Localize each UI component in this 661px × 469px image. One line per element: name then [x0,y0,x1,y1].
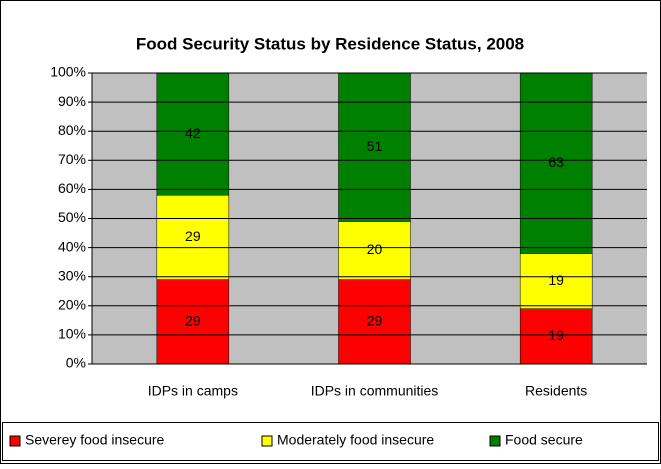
y-tick-label: 50% [58,209,86,225]
bars [156,73,593,364]
y-tick-label: 90% [58,93,86,109]
y-tick-label: 100% [50,64,86,80]
y-tick-label: 80% [58,122,86,138]
x-tick-label: Residents [525,383,587,399]
bar-segment [156,279,230,364]
legend-swatch [9,435,21,447]
data-label: 29 [185,228,201,244]
bar-segment [156,73,230,196]
y-tick-label: 70% [58,151,86,167]
chart-title: Food Security Status by Residence Status… [136,34,524,53]
data-label: 29 [367,313,383,329]
data-label: 51 [367,138,383,154]
legend-label: Severey food insecure [25,432,165,448]
data-label: 42 [185,125,201,141]
data-label: 19 [548,327,564,343]
legend [2,422,659,461]
legend-swatch [489,435,501,447]
y-tick-label: 60% [58,180,86,196]
y-tick-label: 10% [58,326,86,342]
legend-swatch [261,435,273,447]
x-tick-label: IDPs in communities [311,383,439,399]
y-tick-label: 20% [58,297,86,313]
bar-segment [156,194,230,280]
y-tick-label: 30% [58,267,86,283]
legend-label: Moderately food insecure [277,432,434,448]
data-label: 20 [367,241,383,257]
bar-segment [338,221,411,280]
data-label: 19 [548,272,564,288]
bar-segment [519,253,593,309]
data-label: 63 [548,154,564,170]
y-tick-label: 40% [58,238,86,254]
bar-segment [519,73,593,254]
legend-label: Food secure [505,432,583,448]
data-label: 29 [185,313,201,329]
bar-segment [338,73,411,222]
bar-segment [519,308,593,364]
x-tick-label: IDPs in camps [148,383,238,399]
bar-segment [338,279,411,364]
y-tick-label: 0% [66,355,86,371]
